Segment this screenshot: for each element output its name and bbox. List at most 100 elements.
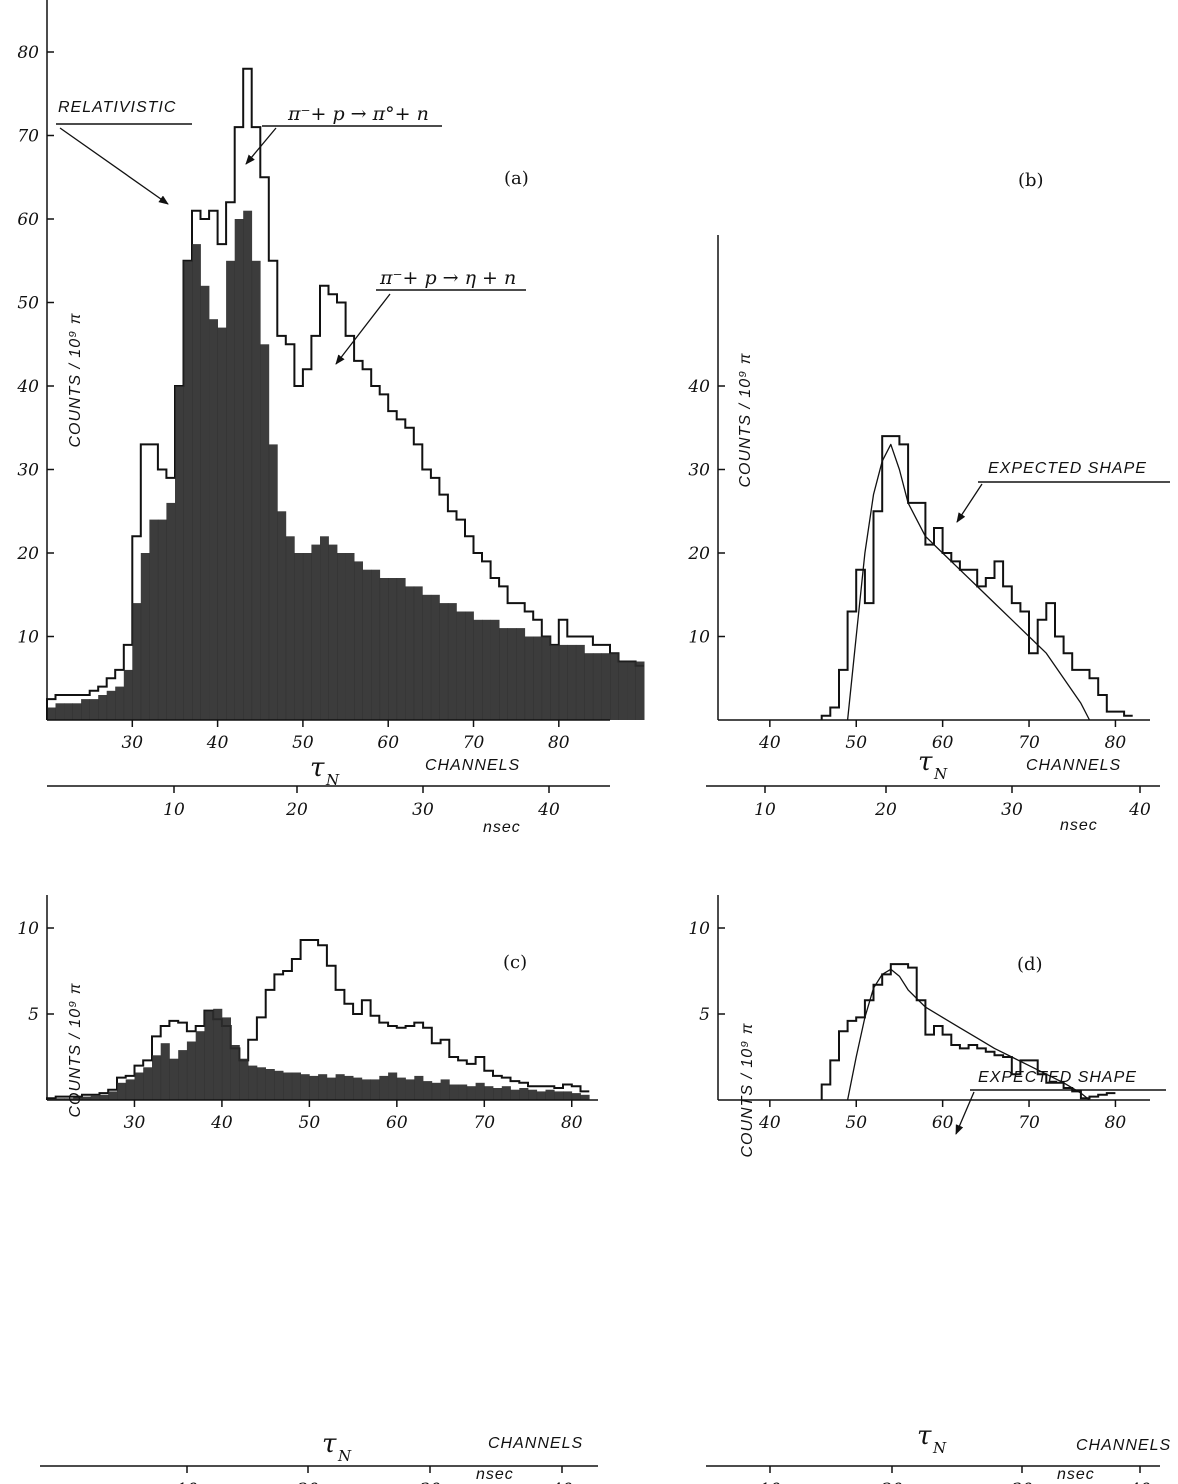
panel-d-x-tick-label: 80 xyxy=(1105,1113,1127,1133)
panel-c-filled-bin xyxy=(274,1070,284,1100)
panel-a-y-tick-label: 60 xyxy=(17,210,39,230)
panel-c-filled-bin xyxy=(326,1077,336,1100)
panel-c-filled-bin xyxy=(466,1086,476,1100)
panel-a-filled-bin xyxy=(584,653,594,720)
panel-c-filled-bin xyxy=(484,1086,494,1100)
panel-c-filled-bin xyxy=(134,1072,144,1100)
panel-a-filled-bin xyxy=(601,653,611,720)
panel-a-filled-bin xyxy=(89,699,99,720)
panel-a-filled-bin xyxy=(200,285,210,720)
panel-a-channels-label: CHANNELS xyxy=(425,757,520,774)
panel-a-filled-bin xyxy=(302,553,312,720)
panel-c-x-tick-label: 50 xyxy=(299,1113,321,1133)
annotation-expected-shape-b-arrow xyxy=(956,483,983,523)
panel-c-filled-bin xyxy=(143,1067,153,1100)
panel-b-nsec-label: nsec xyxy=(1060,817,1098,834)
panel-c-filled-bin xyxy=(379,1075,389,1100)
panel-c-filled-bin xyxy=(493,1088,503,1100)
panel-a-nsec-tick-label: 20 xyxy=(285,800,308,820)
panel-a-filled-bin xyxy=(328,544,338,720)
panel-c-filled-bin xyxy=(300,1074,310,1100)
panel-c-filled-bin xyxy=(221,1017,231,1100)
panel-b-y-tick-label: 30 xyxy=(688,461,710,481)
panel-c-filled-bin xyxy=(117,1082,127,1100)
panel-c-x-tick-label: 30 xyxy=(124,1113,146,1133)
panel-a-nsec-tick-label: 10 xyxy=(163,800,185,820)
panel-b-nsec-tick-label: 20 xyxy=(874,800,897,820)
panel-c-filled-bin xyxy=(291,1072,301,1100)
annotation-pi0-arrow xyxy=(245,127,277,165)
panel-a-filled-bin xyxy=(192,244,201,720)
panel-c-filled-bin xyxy=(510,1089,520,1100)
panel-c-filled-bin xyxy=(195,1031,205,1100)
panel-c-filled-bin xyxy=(90,1095,100,1100)
panel-a-filled-bin xyxy=(166,502,176,720)
panel-a-x-tick-label: 80 xyxy=(548,733,570,753)
panel-c-filled-bin xyxy=(519,1088,529,1100)
panel-c-filled-bin xyxy=(396,1077,406,1100)
panel-d-channels-label: CHANNELS xyxy=(1076,1437,1171,1454)
panel-c-filled-bin xyxy=(318,1074,328,1100)
panel-a-axes: 10 20 30 40 50 60 70 80 30 40 50 60 70 80 10 20 30 40 xyxy=(16,0,610,820)
panel-d-y-tick-label: 10 xyxy=(688,919,710,939)
panel-a-filled-bin xyxy=(337,553,346,720)
panel-a-filled-bin xyxy=(473,619,483,720)
panel-a-histograms xyxy=(46,67,645,721)
panel-c-filled-bin xyxy=(536,1091,546,1100)
panel-a-y-tick-label: 80 xyxy=(17,43,39,63)
panel-a-y-tick-label: 40 xyxy=(16,377,39,397)
panel-c-y-tick-label: 5 xyxy=(28,1005,39,1025)
panel-c-filled-bin xyxy=(55,1098,65,1100)
panel-a-filled-bin xyxy=(285,536,295,720)
panel-a-filled-bin xyxy=(567,644,577,720)
panel-c-x-tick-label: 60 xyxy=(386,1113,408,1133)
panel-b-y-tick-label: 40 xyxy=(687,377,710,397)
panel-d-axes: 5 10 40 50 60 70 80 10 20 30 40 xyxy=(688,895,1160,1484)
panel-a-filled-bin xyxy=(610,653,619,720)
panel-b-y-tick-label: 10 xyxy=(688,628,710,648)
panel-a-filled-bin xyxy=(618,661,628,720)
panel-c-x-tick-label: 40 xyxy=(210,1113,233,1133)
panel-b-x-tick-label: 60 xyxy=(932,733,954,753)
panel-a-filled-bin xyxy=(490,619,500,720)
panel-a-filled-bin xyxy=(140,553,150,720)
panel-d-tau-subscript: N xyxy=(932,1439,947,1457)
panel-a-y-tick-label: 30 xyxy=(17,461,39,481)
panel-a-filled-bin xyxy=(447,603,457,720)
panel-a-filled-bin xyxy=(55,703,65,720)
panel-a-filled-bin xyxy=(592,653,602,720)
panel-c-filled-bin xyxy=(335,1074,345,1100)
panel-a-filled-bin xyxy=(132,603,142,720)
panel-a-x-tick-label: 30 xyxy=(121,733,143,753)
panel-c-filled-bin xyxy=(169,1058,179,1100)
panel-c-filled-bin xyxy=(160,1043,170,1100)
panel-b-tau-subscript: N xyxy=(933,765,948,783)
panel-c-filled-bin xyxy=(440,1079,450,1100)
panel-c-nsec-tick-label: 10 xyxy=(176,1480,198,1484)
panel-c-nsec-tick-label: 30 xyxy=(419,1480,441,1484)
panel-b-channels-label: CHANNELS xyxy=(1026,757,1121,774)
panel-a-filled-bin xyxy=(405,586,415,720)
panel-b-x-tick-label: 70 xyxy=(1018,733,1040,753)
annotation-relativistic: RELATIVISTIC xyxy=(58,99,176,116)
panel-d-nsec-tick-label: 10 xyxy=(759,1480,781,1484)
panel-a: 10 20 30 40 50 60 70 80 30 40 50 60 70 80 10 20 30 40 COU… xyxy=(16,0,645,836)
panel-a-x-tick-label: 50 xyxy=(292,733,314,753)
panel-c-filled-bin xyxy=(475,1082,485,1100)
panel-c-filled-bin xyxy=(414,1075,424,1100)
panel-a-filled-bin xyxy=(541,636,551,720)
panel-a-nsec-tick-label: 40 xyxy=(537,800,560,820)
panel-c-filled-bin xyxy=(563,1091,573,1100)
panel-c-filled-bin xyxy=(545,1089,555,1100)
panel-a-filled-bin xyxy=(388,578,398,720)
panel-a-filled-bin xyxy=(106,690,116,720)
panel-a-y-tick-label: 20 xyxy=(16,544,39,564)
panel-a-filled-bin xyxy=(345,553,355,720)
panel-c-filled-bin xyxy=(265,1069,275,1100)
panel-c-filled-bin xyxy=(108,1091,118,1100)
panel-c-filled-bin xyxy=(554,1091,564,1100)
panel-a-filled-bin xyxy=(217,327,227,720)
panel-c-filled-bin xyxy=(423,1081,433,1100)
panel-a-filled-bin xyxy=(157,519,167,720)
panel-b-x-tick-label: 80 xyxy=(1105,733,1127,753)
